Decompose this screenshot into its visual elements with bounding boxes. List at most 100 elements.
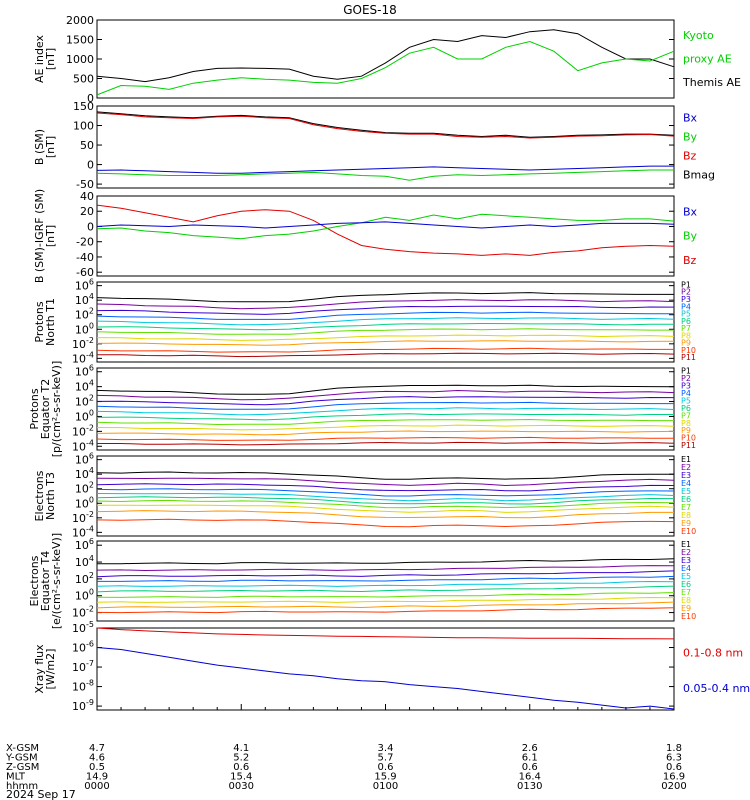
x-row-value: 0030	[229, 781, 254, 792]
legend-entry: P1	[681, 367, 691, 376]
legend-entry: P8	[681, 331, 691, 340]
legend-entry: Bz	[683, 149, 697, 162]
y-tick-exponent: 6	[89, 537, 94, 546]
y-axis-label: Xray flux	[33, 644, 46, 694]
series-line-p7	[96, 418, 674, 426]
y-tick-label: 104	[75, 292, 94, 307]
y-axis-label: B (SM)-IGRF (SM)	[33, 189, 46, 283]
panel-bsm: 150 100 50 0 -50 B (SM)[nT] Bx By Bz Bmag	[33, 100, 715, 191]
series-line-p2	[96, 299, 675, 310]
y-tick-exponent: -2	[86, 336, 94, 345]
series-line-by	[96, 169, 674, 181]
y-tick-label: 500	[73, 73, 94, 86]
legend-entry: E5	[681, 572, 691, 581]
series-line-p10	[96, 436, 674, 441]
y-axis-label: Electrons	[33, 470, 46, 521]
series-line-e6	[96, 585, 675, 593]
series-line-p8	[96, 424, 675, 431]
series-line-p11	[97, 441, 675, 446]
x-row-label: MLT	[6, 772, 26, 783]
y-tick-exponent: -4	[86, 524, 94, 533]
y-tick-label: 10-6	[72, 640, 94, 655]
series-line-p7	[96, 328, 674, 335]
legend-entry: E9	[681, 519, 691, 528]
x-row-value: 16.4	[519, 772, 541, 783]
legend-entry: P10	[681, 434, 696, 443]
panel-frame	[96, 281, 675, 363]
y-axis-label: Protons	[28, 388, 41, 429]
series-line-bz	[96, 112, 675, 139]
panel-bigrf: 40 20 0 -20 -40 -60 B (SM)-IGRF (SM)[nT] Bx By Bz	[33, 189, 698, 283]
series-line-p5	[96, 407, 675, 416]
y-tick-exponent: -8	[86, 679, 94, 688]
series-line-p5	[96, 317, 675, 326]
y-axis-label: [W/m2]	[44, 649, 57, 690]
panel-frame	[96, 195, 675, 277]
x-row-value: 2.6	[522, 743, 538, 754]
legend-entry: Kyoto	[683, 29, 714, 42]
y-tick-exponent: 0	[89, 588, 94, 597]
y-tick-label: 0	[87, 220, 94, 233]
legend-entry: Bx	[683, 111, 698, 124]
x-row-value: 0130	[517, 781, 542, 792]
y-tick-label: 100	[75, 321, 94, 336]
x-row-value: 15.4	[230, 772, 252, 783]
legend-entry: P11	[681, 353, 696, 362]
series-line-e10	[96, 518, 675, 528]
y-tick-label: 50	[80, 139, 94, 152]
y-tick-exponent: -9	[86, 698, 94, 707]
legend-entry: 0.05-0.4 nm	[683, 682, 750, 695]
y-tick-label: 102	[75, 571, 94, 586]
y-tick-exponent: 2	[89, 394, 94, 403]
y-tick-label: 10-7	[72, 659, 94, 674]
y-axis-label: Equator T4	[39, 551, 52, 611]
y-tick-label: -60	[76, 266, 94, 279]
y-tick-exponent: 0	[89, 408, 94, 417]
y-tick-label: 10-2	[72, 423, 94, 438]
legend-entry: P10	[681, 346, 696, 355]
x-row-value: 4.6	[89, 753, 105, 764]
y-tick-label: 1500	[66, 34, 94, 47]
y-tick-label: 106	[75, 537, 94, 552]
series-line-e4	[96, 488, 675, 497]
series-line-e7	[96, 499, 675, 509]
y-tick-exponent: 6	[89, 452, 94, 461]
y-axis-label: Protons	[33, 301, 46, 342]
date-label: 2024 Sep 17	[6, 788, 76, 800]
series-line-p9	[96, 430, 675, 436]
legend-entry: E6	[681, 495, 691, 504]
legend-entry: E2	[681, 463, 691, 472]
legend-entry: E7	[681, 503, 691, 512]
y-tick-exponent: 4	[89, 379, 94, 388]
legend-entry: P3	[681, 295, 691, 304]
legend-entry: Bmag	[683, 168, 715, 181]
x-row-value: 3.4	[378, 743, 394, 754]
series-line-bz	[96, 204, 675, 256]
x-row-value: 1.8	[666, 743, 682, 754]
legend-entry: P5	[681, 396, 691, 405]
x-row-value: 16.9	[663, 772, 685, 783]
y-tick-label: 150	[73, 100, 94, 113]
y-tick-exponent: 6	[89, 278, 94, 287]
legend-entry: E9	[681, 604, 691, 613]
series-line-p11	[97, 352, 675, 358]
legend-entry: P4	[681, 389, 691, 398]
legend-entry: E5	[681, 487, 691, 496]
x-row-value: 0.6	[233, 762, 249, 773]
series-line-e9	[96, 510, 674, 519]
y-tick-exponent: -2	[86, 423, 94, 432]
legend-entry: E4	[681, 479, 691, 488]
y-tick-exponent: 4	[89, 466, 94, 475]
x-row-value: 0.6	[522, 762, 538, 773]
x-row-value: 5.2	[233, 753, 249, 764]
y-tick-exponent: 0	[89, 495, 94, 504]
legend-entry: P8	[681, 419, 691, 428]
y-tick-label: 100	[75, 588, 94, 603]
